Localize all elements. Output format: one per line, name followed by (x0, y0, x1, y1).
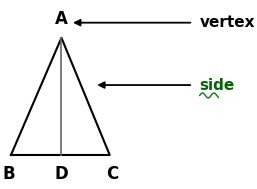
Text: B: B (3, 165, 15, 183)
Text: D: D (54, 165, 68, 183)
Text: side: side (200, 77, 235, 93)
Text: vertex: vertex (200, 15, 255, 30)
Text: A: A (55, 10, 68, 28)
Text: C: C (106, 165, 118, 183)
